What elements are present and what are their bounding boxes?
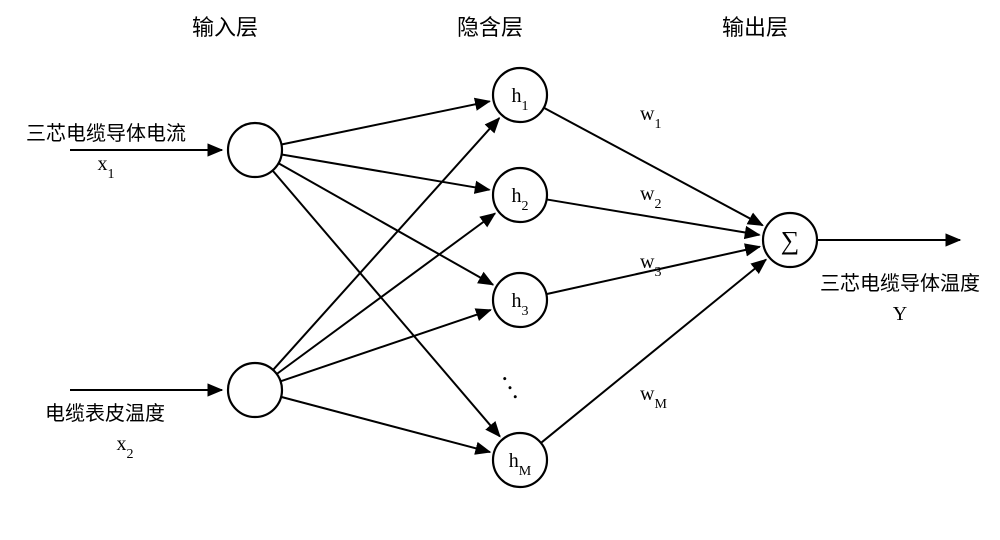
input-label-x1-line2: x1	[98, 153, 115, 182]
output-label-line2: Y	[893, 303, 907, 325]
edge-x1-h3	[278, 163, 493, 284]
edge-x1-h2	[282, 155, 490, 190]
hidden-ellipsis: ...	[497, 365, 538, 407]
output-node-symbol: ∑	[781, 226, 800, 255]
output-layer-title: 输出层	[722, 15, 788, 40]
input-node-x1	[228, 123, 282, 177]
edge-x2-hM	[281, 397, 490, 452]
edge-x2-h2	[277, 213, 495, 374]
input-label-x2-line2: x2	[117, 433, 134, 462]
edge-x1-h1	[281, 101, 489, 144]
input-label-x1-line1: 三芯电缆导体电流	[26, 122, 186, 145]
input-layer-title: 输入层	[192, 15, 258, 40]
edge-x1-hM	[273, 171, 500, 437]
neural-network-diagram: 输入层隐含层输出层三芯电缆导体电流x1电缆表皮温度x2h1h2h3hM...∑三…	[0, 0, 1000, 540]
hidden-node-hM	[493, 433, 547, 487]
hidden-layer-title: 隐含层	[457, 15, 523, 40]
edge-h1-output	[544, 108, 763, 226]
edge-x2-h1	[273, 118, 499, 370]
input-node-x2	[228, 363, 282, 417]
edge-x2-h3	[281, 310, 491, 381]
weight-label-w2: w2	[640, 183, 661, 212]
weight-label-w3: w3	[640, 251, 661, 280]
weight-label-wM: wM	[640, 383, 667, 412]
output-label-line1: 三芯电缆导体温度	[820, 272, 980, 295]
input-label-x2-line1: 电缆表皮温度	[45, 402, 165, 425]
weight-label-w1: w1	[640, 103, 661, 132]
